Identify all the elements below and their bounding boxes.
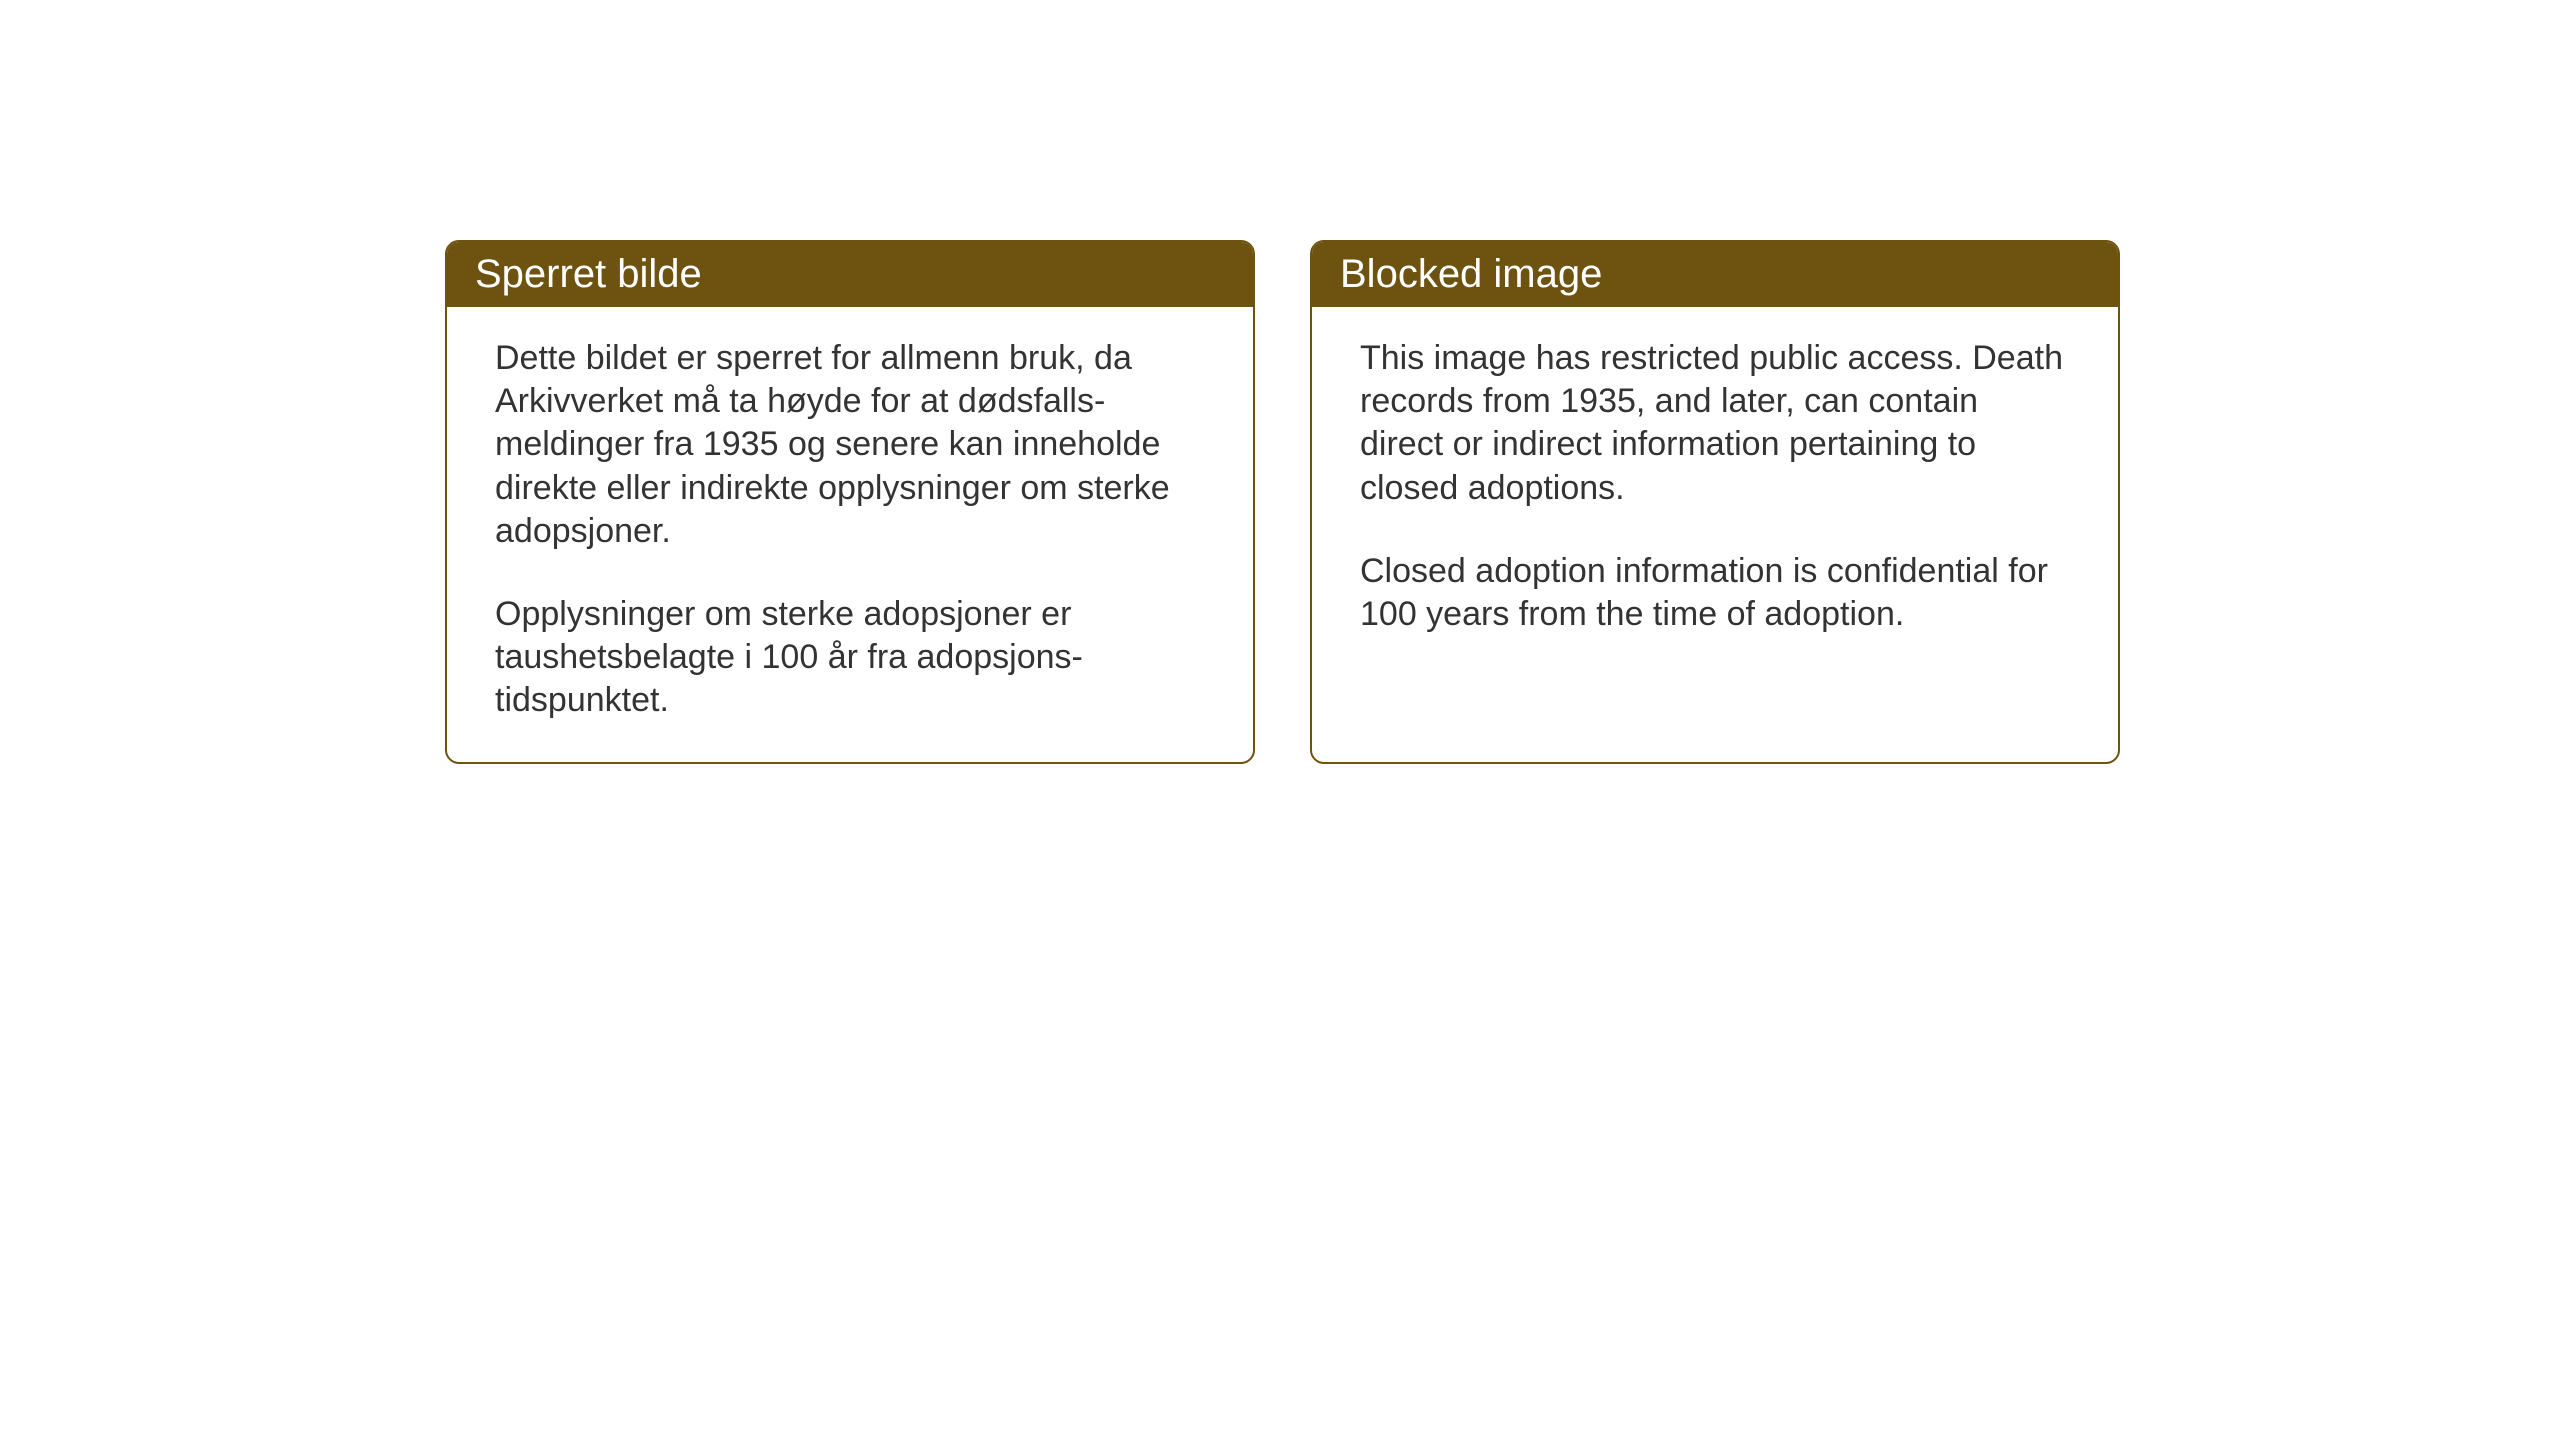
- card-paragraph: This image has restricted public access.…: [1360, 337, 2070, 510]
- blocked-image-card-norwegian: Sperret bilde Dette bildet er sperret fo…: [445, 240, 1255, 764]
- card-paragraph: Opplysninger om sterke adopsjoner er tau…: [495, 593, 1205, 723]
- card-header-english: Blocked image: [1312, 242, 2118, 307]
- cards-container: Sperret bilde Dette bildet er sperret fo…: [445, 240, 2120, 764]
- card-paragraph: Dette bildet er sperret for allmenn bruk…: [495, 337, 1205, 553]
- card-header-norwegian: Sperret bilde: [447, 242, 1253, 307]
- card-body-norwegian: Dette bildet er sperret for allmenn bruk…: [447, 307, 1253, 762]
- card-title: Sperret bilde: [475, 252, 702, 296]
- card-body-english: This image has restricted public access.…: [1312, 307, 2118, 676]
- card-paragraph: Closed adoption information is confident…: [1360, 550, 2070, 636]
- card-title: Blocked image: [1340, 252, 1602, 296]
- blocked-image-card-english: Blocked image This image has restricted …: [1310, 240, 2120, 764]
